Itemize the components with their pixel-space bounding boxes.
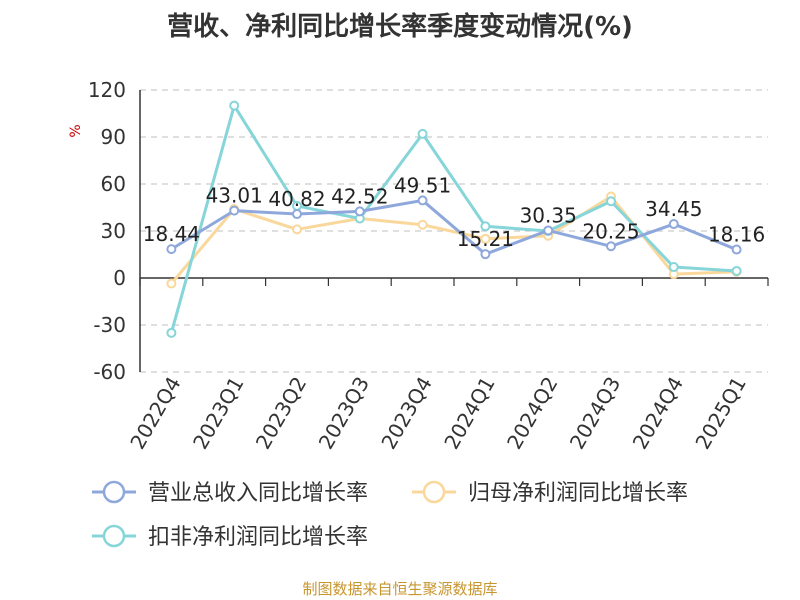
- data-point: [543, 225, 554, 236]
- x-tick-label: 2023Q4: [376, 373, 436, 454]
- data-label: 30.35: [520, 203, 577, 227]
- legend-swatch-marker: [102, 480, 126, 504]
- y-tick-label: 90: [101, 125, 126, 149]
- data-label: 20.25: [582, 219, 639, 243]
- data-label: 49.51: [394, 173, 451, 197]
- data-point: [731, 265, 742, 276]
- data-label: 18.16: [708, 223, 765, 247]
- data-point: [417, 219, 428, 230]
- data-label: 15.21: [457, 227, 514, 251]
- data-label: 42.52: [331, 184, 388, 208]
- y-tick-label: -30: [93, 313, 126, 337]
- legend-label: 营业总收入同比增长率: [148, 481, 368, 506]
- data-point: [480, 221, 491, 232]
- data-label: 43.01: [206, 184, 263, 208]
- data-point: [166, 327, 177, 338]
- data-point: [292, 224, 302, 235]
- data-point: [166, 244, 177, 255]
- legend-swatch-marker: [102, 524, 126, 548]
- series-line-0: [170, 198, 738, 256]
- chart-title: 营收、净利同比增长率季度变动情况(%): [167, 12, 633, 42]
- legend-item-1[interactable]: 归母净利润同比增长率: [412, 480, 688, 506]
- data-label: 34.45: [645, 197, 702, 221]
- x-tick-label: 2024Q4: [628, 373, 688, 454]
- legend-swatch-marker: [422, 480, 446, 504]
- series-lines: [166, 100, 742, 338]
- data-point: [417, 195, 428, 206]
- y-tick-label: 120: [88, 78, 126, 102]
- data-point: [229, 100, 240, 111]
- data-label: 18.44: [143, 222, 200, 246]
- y-tick-label: 0: [113, 266, 126, 290]
- x-tick-label: 2022Q4: [125, 373, 185, 454]
- data-point: [731, 244, 742, 255]
- y-tick-label: 30: [101, 219, 126, 243]
- data-point: [480, 233, 491, 244]
- data-point: [229, 205, 240, 216]
- data-point: [606, 196, 616, 207]
- legend-item-2[interactable]: 扣非净利润同比增长率: [92, 524, 368, 550]
- source-note: 制图数据来自恒生聚源数据库: [302, 580, 498, 598]
- y-tick-label: -60: [93, 360, 126, 384]
- data-point: [480, 249, 491, 260]
- data-point: [417, 128, 428, 139]
- data-label: 40.82: [268, 187, 325, 211]
- data-point: [668, 262, 679, 273]
- data-point: [606, 241, 616, 252]
- x-tick-label: 2024Q1: [439, 373, 499, 454]
- data-point: [166, 278, 177, 289]
- x-tick-label: 2024Q3: [565, 373, 625, 454]
- x-tick-label: 2023Q2: [251, 373, 311, 454]
- x-tick-label: 2025Q1: [690, 373, 750, 454]
- x-tick-label: 2023Q3: [314, 373, 374, 454]
- data-point: [292, 209, 302, 220]
- legend-label: 归母净利润同比增长率: [468, 481, 688, 506]
- data-point: [668, 219, 679, 230]
- y-unit-label: %: [68, 124, 84, 137]
- legend-item-0[interactable]: 营业总收入同比增长率: [92, 480, 368, 506]
- x-tick-label: 2024Q2: [502, 373, 562, 454]
- y-tick-label: 60: [101, 172, 126, 196]
- x-tick-label: 2023Q1: [188, 373, 248, 454]
- data-point: [354, 206, 365, 217]
- legend-label: 扣非净利润同比增长率: [148, 525, 368, 550]
